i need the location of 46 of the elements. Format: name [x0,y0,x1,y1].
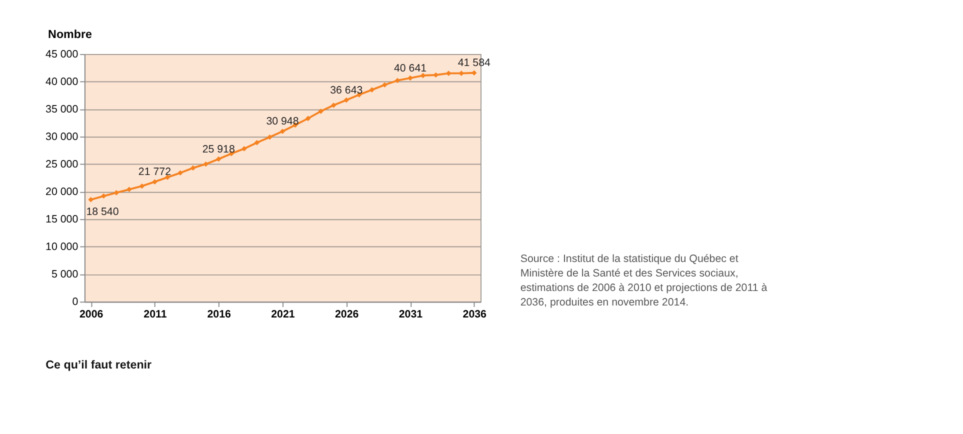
point [190,165,196,171]
x-tick-label: 2006 [79,308,104,321]
y-axis-title: Nombre [48,28,93,42]
point [330,102,336,108]
data-label: 36 643 [330,84,363,96]
x-tick-label: 2021 [271,308,295,321]
x-tick-label: 2016 [207,308,232,321]
point [318,108,324,114]
y-tick-label: 30 000 [46,130,78,143]
text: Ce qu’il faut retenir [46,358,152,372]
data-label: 18 540 [86,206,119,218]
data-label: 21 772 [138,166,172,178]
point [369,87,375,92]
data-label: 30 948 [266,116,299,128]
y-tick-label: 35 000 [46,103,78,116]
point [242,146,247,152]
point [126,186,132,192]
point [114,190,120,196]
point [280,128,286,134]
y-tick-label: 10 000 [46,241,78,254]
point [267,134,272,140]
point [178,170,183,176]
point [203,161,208,167]
point [254,140,260,146]
source-note: Source : Institut de la statistique du Québec et Ministère de la Santé et des Services sociaux, estimations de 2006 à 2010 et projections de 2011 à 2036, produites en novembre 2014. [520,252,768,309]
y-tick-label: 5 000 [51,268,78,281]
point [305,116,311,122]
x-tick-label: 2031 [398,308,423,321]
y-tick-label: 25 000 [46,158,78,170]
data-label: 40 641 [394,62,427,74]
point [100,193,106,199]
y-tick-label: 15 000 [46,214,78,226]
y-tick-label: 40 000 [46,76,78,88]
point [139,183,145,189]
x-tick-label: 2011 [144,308,167,321]
y-tick-label: 0 [72,296,78,308]
y-tick-label: 45 000 [46,48,78,60]
point [344,97,350,103]
data-label: 41 584 [458,57,491,70]
data-label: 25 918 [202,143,235,156]
point [216,156,222,162]
x-tick-label: 2036 [462,308,487,321]
x-tick-label: 2026 [335,308,359,321]
point [152,179,158,185]
y-tick-label: 20 000 [46,186,78,198]
point [382,82,388,88]
